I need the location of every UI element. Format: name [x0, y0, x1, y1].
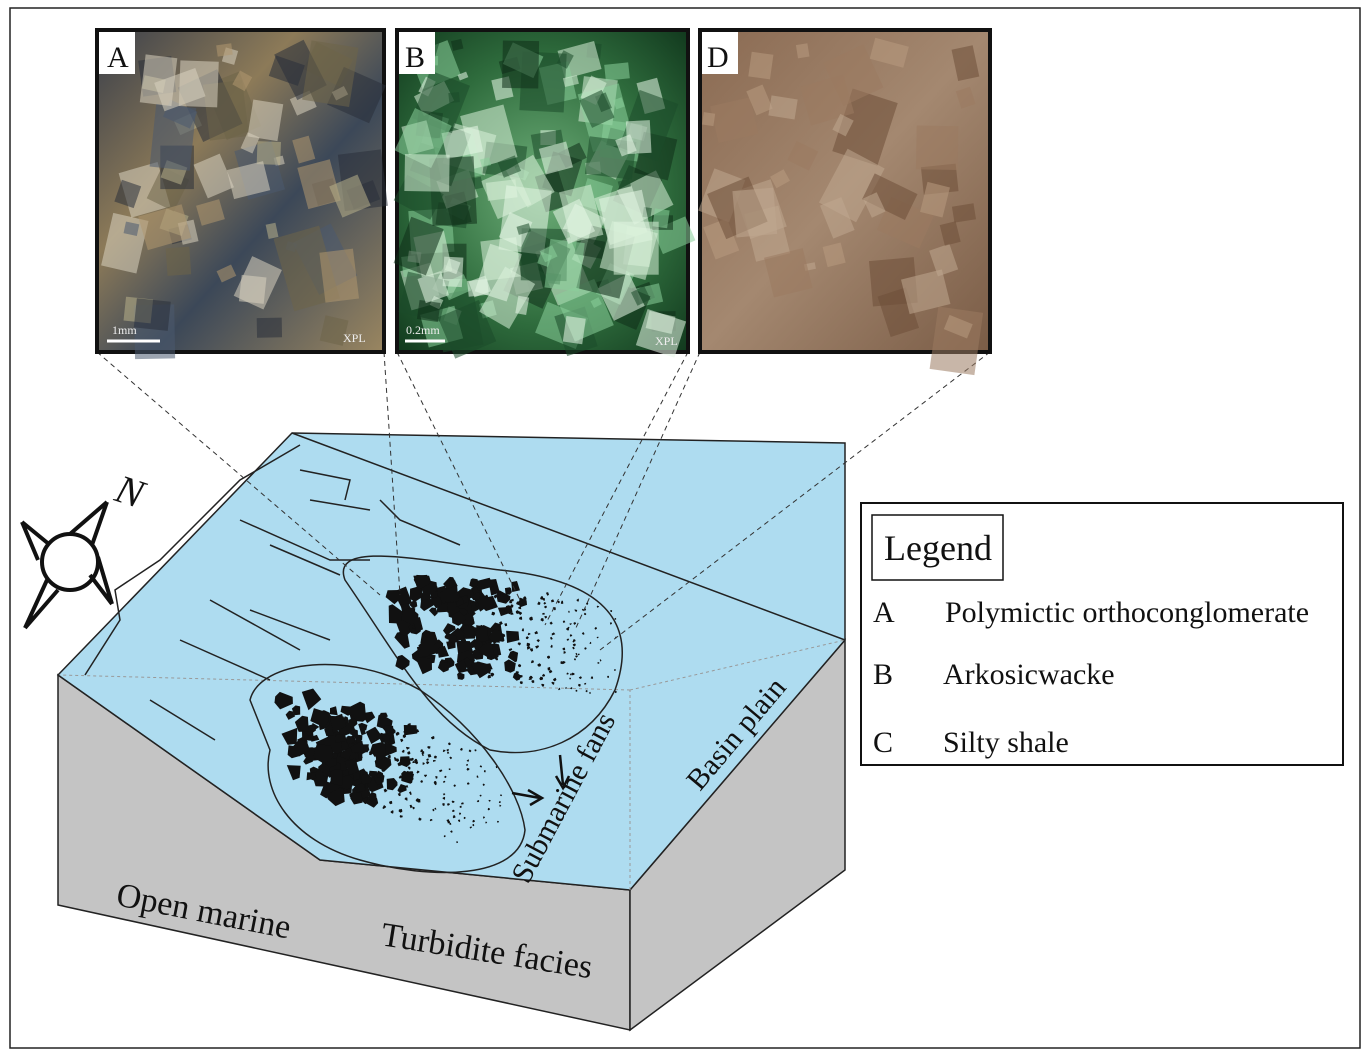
texture-grain — [544, 239, 584, 292]
texture-grain — [140, 54, 178, 106]
legend-text: Silty shale — [943, 726, 1069, 759]
texture-grain — [166, 247, 192, 276]
photo-label: A — [107, 41, 129, 74]
legend-text: Arkosicwacke — [943, 658, 1115, 691]
scale-text: 0.2mm — [406, 323, 440, 337]
texture-grain — [134, 298, 171, 331]
texture-grain — [930, 307, 984, 376]
mode-text: XPL — [655, 334, 678, 348]
texture-grain — [257, 318, 282, 338]
texture-grain — [502, 40, 539, 88]
clast — [615, 618, 617, 620]
texture-grain — [448, 92, 460, 103]
legend-text: Polymictic orthoconglomerate — [945, 596, 1309, 629]
compass-label: N — [109, 465, 151, 517]
texture-grain — [302, 40, 358, 107]
compass — [22, 502, 112, 628]
legend-key: B — [873, 658, 893, 691]
legend-title: Legend — [884, 528, 992, 568]
texture-grain — [404, 154, 449, 192]
legend-key: C — [873, 726, 893, 759]
clast — [412, 758, 414, 761]
clast — [519, 598, 522, 602]
diagram: A B D 1mm XPL 0.2mm XPL N Submarine fans… — [0, 0, 1367, 1053]
texture-grain — [257, 141, 281, 165]
photo-label: B — [405, 41, 425, 74]
texture-grain — [732, 188, 777, 238]
legend-key: A — [873, 596, 895, 629]
texture-grain — [952, 203, 976, 222]
texture-grain — [626, 120, 652, 154]
texture-grain — [748, 52, 773, 80]
clast — [417, 799, 420, 803]
photo-label: D — [707, 41, 729, 74]
texture-grain — [796, 43, 810, 58]
texture-grain — [604, 62, 630, 80]
texture-grain — [319, 249, 359, 303]
texture-grain — [216, 43, 233, 56]
clast — [614, 669, 616, 671]
texture-grain — [150, 104, 197, 171]
texture-grain — [702, 112, 715, 126]
texture-grain — [768, 95, 797, 119]
texture-grain — [417, 300, 441, 322]
scale-text: 1mm — [112, 323, 137, 337]
clast — [542, 613, 544, 615]
mode-text: XPL — [343, 331, 366, 345]
texture-grain — [916, 125, 958, 170]
clast — [330, 769, 342, 786]
texture-grain — [563, 316, 586, 344]
